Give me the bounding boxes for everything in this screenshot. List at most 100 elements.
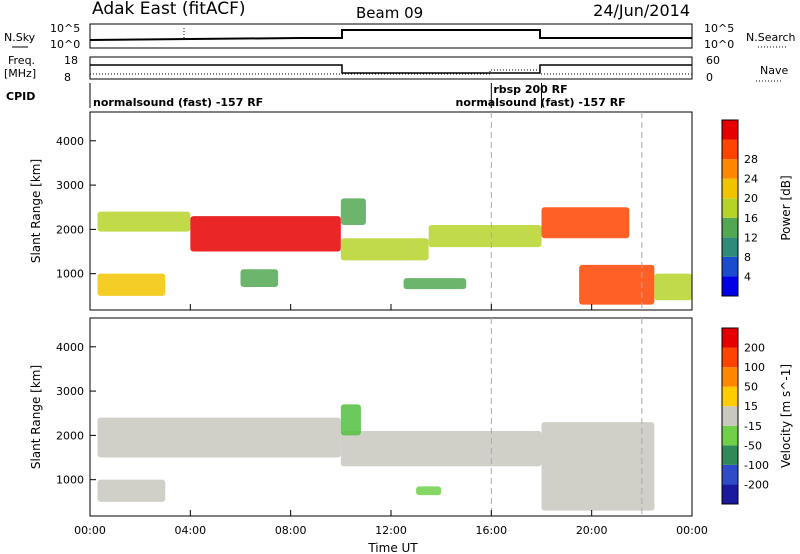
colorbar-frame	[721, 327, 739, 505]
colorbar-tick-label: 28	[744, 153, 758, 166]
colorbar-frame	[721, 119, 739, 297]
colorbar-tick-label: -100	[744, 459, 769, 472]
cpid-label: normalsound (fast) -157 RF	[456, 96, 626, 109]
echo-band	[97, 417, 341, 458]
y-tick-label: 3000	[56, 179, 84, 192]
noise-right-tick-lo: 10^0	[704, 38, 734, 51]
colorbar-swatch	[722, 178, 738, 199]
x-tick-label: 12:00	[375, 524, 407, 537]
colorbars: 4 8 12 16 20 24 28 Power [dB] -200 -100 -50 -15 15 50…	[721, 119, 793, 505]
noise-left-tick-lo: 10^0	[50, 38, 80, 51]
echo-band	[403, 278, 467, 290]
colorbar-swatch	[722, 159, 738, 179]
station-title: Adak East (fitACF)	[92, 0, 246, 19]
cpid-label: CPID	[6, 90, 35, 103]
nave-right-tick-hi: 60	[706, 54, 720, 67]
noise-right-tick-hi: 10^5	[704, 22, 734, 35]
beam-title: Beam 09	[356, 4, 423, 22]
y-axis-title: Slant Range [km]	[29, 365, 43, 469]
colorbar-tick-label: -200	[744, 478, 769, 491]
echo-band	[97, 273, 166, 296]
x-tick-label: 00:00	[74, 524, 106, 537]
y-tick-label: 2000	[56, 429, 84, 442]
echo-band	[240, 269, 279, 287]
colorbar-swatch	[722, 347, 738, 368]
colorbar-swatch	[722, 484, 738, 504]
nave-right-tick-lo: 0	[706, 71, 713, 84]
x-tick-label: 08:00	[275, 524, 307, 537]
cpid-label: rbsp 200 RF	[493, 83, 567, 96]
echo-band	[541, 422, 655, 511]
date-title: 24/Jun/2014	[593, 1, 690, 20]
echo-band	[416, 486, 442, 496]
colorbar-tick-label: -50	[744, 439, 762, 452]
colorbar-swatch	[722, 237, 738, 257]
power-panel	[89, 111, 693, 311]
freq-left-tick-lo: 8	[64, 71, 71, 84]
echo-band	[97, 211, 191, 232]
velocity-echoes	[97, 404, 655, 511]
y-tick-label: 3000	[56, 385, 84, 398]
y-tick-label: 1000	[56, 268, 84, 281]
freq-traces	[90, 64, 692, 75]
colorbar-swatch	[722, 445, 738, 465]
cpid-label: normalsound (fast) -157 RF	[93, 96, 263, 109]
echo-band	[340, 430, 542, 467]
colorbar-swatch	[722, 139, 738, 160]
colorbar-swatch	[722, 425, 738, 446]
nave-trace	[90, 69, 692, 75]
noise-traces	[89, 28, 692, 41]
nsky-label: N.Sky	[4, 31, 36, 44]
colorbar-tick-label: 12	[744, 231, 758, 244]
colorbar-tick-label: 15	[744, 400, 758, 413]
colorbar-tick-label: 4	[744, 270, 751, 283]
y-tick-label: 4000	[56, 341, 84, 354]
x-tick-label: 04:00	[174, 524, 206, 537]
colorbar-swatch	[722, 256, 738, 277]
echo-band	[190, 216, 341, 252]
colorbar-tick-label: 20	[744, 192, 758, 205]
colorbar-tick-label: 50	[744, 381, 758, 394]
nave-label: Nave	[760, 64, 788, 77]
y-tick-label: 2000	[56, 223, 84, 236]
colorbar-tick-label: -15	[744, 420, 762, 433]
colorbar-swatch	[722, 276, 738, 296]
echo-band	[340, 404, 361, 436]
y-tick-label: 1000	[56, 474, 84, 487]
axes-layer: 1000 2000 3000 4000 Slant Range [km] 1000 2000…	[29, 112, 708, 537]
echo-band	[340, 238, 429, 261]
y-axis-title: Slant Range [km]	[29, 159, 43, 263]
colorbar-swatch	[722, 386, 738, 407]
freq-strip-frame	[89, 56, 693, 80]
echo-band	[97, 479, 166, 502]
x-tick-label: 00:00	[676, 524, 708, 537]
velocity-panel	[89, 317, 693, 517]
colorbar-tick-label: 100	[744, 361, 765, 374]
colorbar-swatch	[722, 328, 738, 348]
colorbar-swatch	[722, 217, 738, 238]
y-tick-label: 4000	[56, 135, 84, 148]
noise-left-tick-hi: 10^5	[50, 22, 80, 35]
colorbar-tick-label: 16	[744, 212, 758, 225]
colorbar-swatch	[722, 198, 738, 218]
nsky-trace	[89, 29, 692, 41]
echo-band	[654, 273, 692, 301]
nsearch-label: N.Search	[746, 31, 796, 44]
x-axis-title: Time UT	[367, 541, 418, 554]
colorbar-title: Power [dB]	[779, 175, 793, 240]
freq-trace	[90, 64, 692, 74]
echo-band	[340, 198, 366, 225]
echo-band	[428, 224, 542, 248]
colorbar-tick-label: 200	[744, 342, 765, 355]
colorbar-title: Velocity [m s^-1]	[779, 364, 793, 468]
colorbar-swatch	[722, 464, 738, 485]
power-echoes	[97, 198, 692, 305]
echo-band	[541, 207, 630, 239]
freq-label-line1: Freq.	[8, 54, 35, 67]
colorbar-tick-label: 8	[744, 251, 751, 264]
colorbar-swatch	[722, 120, 738, 140]
x-tick-label: 16:00	[475, 524, 507, 537]
noise-strip-frame	[89, 23, 693, 49]
